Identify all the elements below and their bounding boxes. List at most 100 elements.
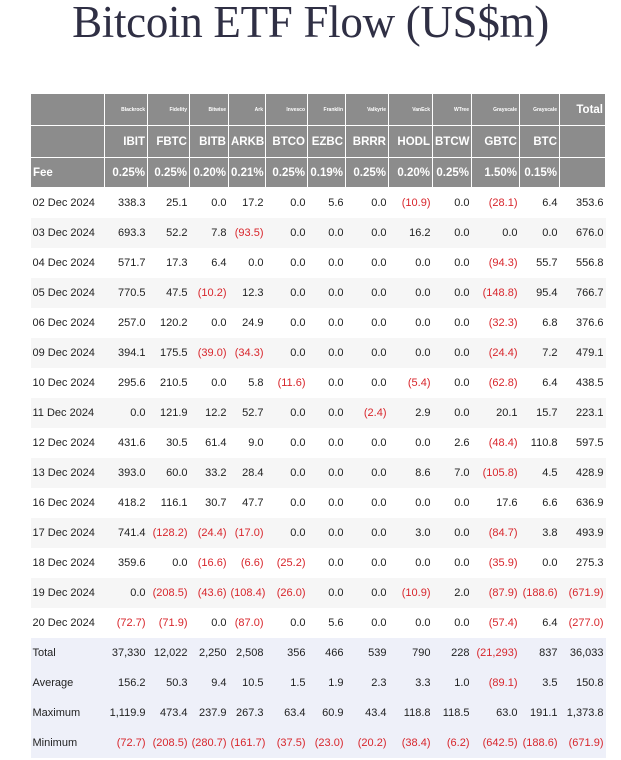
flow-cell: (39.0): [189, 338, 229, 368]
flow-cell: 0.0: [345, 428, 389, 458]
flow-cell: 0.0: [307, 488, 346, 518]
flow-cell: (94.3): [471, 248, 520, 278]
flow-cell: 0.0: [228, 248, 266, 278]
table-row: 05 Dec 2024 770.5 47.5 (10.2) 12.3 0.0 0.0 0.0 0…: [30, 278, 606, 308]
flow-cell: 175.5: [147, 338, 190, 368]
fee-total-blank: [559, 157, 606, 188]
provider-header: Franklin: [307, 93, 346, 126]
flow-cell: 6.4: [519, 608, 560, 638]
stat-cell: 1,119.9: [104, 698, 148, 728]
flow-cell: 30.7: [189, 488, 229, 518]
row-total-cell: 556.8: [559, 248, 606, 278]
stat-cell: (21,293): [471, 638, 520, 668]
flow-cell: 25.1: [147, 187, 190, 218]
flow-cell: 0.0: [345, 518, 389, 548]
flow-cell: 116.1: [147, 488, 190, 518]
stat-cell: 37,330: [104, 638, 148, 668]
ticker-header: EZBC: [307, 125, 346, 158]
flow-cell: 0.0: [471, 218, 520, 248]
flow-cell: 17.2: [228, 187, 266, 218]
flow-cell: 0.0: [265, 518, 308, 548]
fee-cell: 0.21%: [228, 157, 266, 188]
ticker-header: BTC: [519, 125, 560, 158]
fee-cell: 0.19%: [307, 157, 346, 188]
flow-cell: 33.2: [189, 458, 229, 488]
flow-cell: 0.0: [189, 187, 229, 218]
stat-row: Total 37,330 12,022 2,250 2,508 356 466 539 790 2…: [30, 638, 606, 668]
ticker-header: BTCW: [432, 125, 472, 158]
stat-cell: 539: [345, 638, 389, 668]
flow-cell: 0.0: [345, 187, 389, 218]
stat-cell: 228: [432, 638, 472, 668]
stat-cell: (72.7): [104, 728, 148, 758]
flow-cell: 0.0: [104, 398, 148, 428]
stat-cell: 9.4: [189, 668, 229, 698]
table-row: 06 Dec 2024 257.0 120.2 0.0 24.9 0.0 0.0 0.0 0.0…: [30, 308, 606, 338]
stat-cell: 356: [265, 638, 308, 668]
flow-cell: 17.6: [471, 488, 520, 518]
flow-cell: (87.9): [471, 578, 520, 608]
flow-cell: 0.0: [307, 458, 346, 488]
flow-cell: 0.0: [265, 338, 308, 368]
flow-cell: (43.6): [189, 578, 229, 608]
flow-cell: 12.2: [189, 398, 229, 428]
flow-cell: 0.0: [345, 368, 389, 398]
row-total-cell: (277.0): [559, 608, 606, 638]
flow-cell: (72.7): [104, 608, 148, 638]
flow-cell: 0.0: [432, 248, 472, 278]
row-total-cell: 676.0: [559, 218, 606, 248]
table-row: 02 Dec 2024 338.3 25.1 0.0 17.2 0.0 5.6 0.0 (10.…: [30, 187, 606, 218]
row-total-cell: 438.5: [559, 368, 606, 398]
stat-cell: (671.9): [559, 728, 606, 758]
table-row: 20 Dec 2024 (72.7) (71.9) 0.0 (87.0) 0.0 5.6 0.…: [30, 608, 606, 638]
flow-cell: 0.0: [388, 338, 433, 368]
ticker-header: BTCO: [265, 125, 308, 158]
flow-cell: 338.3: [104, 187, 148, 218]
flow-cell: (10.2): [189, 278, 229, 308]
row-total-cell: 766.7: [559, 278, 606, 308]
stat-cell: (188.6): [519, 728, 560, 758]
flow-cell: 0.0: [307, 248, 346, 278]
table-row: 19 Dec 2024 0.0 (208.5) (43.6) (108.4) (26.0)…: [30, 578, 606, 608]
flow-cell: 0.0: [345, 608, 389, 638]
flow-cell: (93.5): [228, 218, 266, 248]
flow-cell: 2.9: [388, 398, 433, 428]
flow-cell: 0.0: [265, 428, 308, 458]
flow-cell: 0.0: [147, 548, 190, 578]
stat-cell: 267.3: [228, 698, 266, 728]
fee-cell: 0.25%: [147, 157, 190, 188]
stat-cell: 1.9: [307, 668, 346, 698]
stat-cell: 237.9: [189, 698, 229, 728]
flow-cell: 2.6: [432, 428, 472, 458]
flow-cell: 0.0: [432, 398, 472, 428]
fee-cell: 1.50%: [471, 157, 520, 188]
table-row: 11 Dec 2024 0.0 121.9 12.2 52.7 0.0 0.0 (2.4) 2.…: [30, 398, 606, 428]
etf-flow-table: Blackrock Fidelity Bitwise Ark Invesco Frankl…: [30, 93, 606, 758]
flow-cell: 7.0: [432, 458, 472, 488]
row-total-cell: 223.1: [559, 398, 606, 428]
date-cell: 18 Dec 2024: [30, 548, 105, 578]
date-cell: 20 Dec 2024: [30, 608, 105, 638]
row-total-cell: 376.6: [559, 308, 606, 338]
stat-cell: 790: [388, 638, 433, 668]
provider-header: VanEck: [388, 93, 433, 126]
provider-header: Grayscale: [471, 93, 520, 126]
flow-cell: 0.0: [345, 548, 389, 578]
flow-cell: 52.2: [147, 218, 190, 248]
flow-cell: 28.4: [228, 458, 266, 488]
flow-cell: 0.0: [345, 338, 389, 368]
fee-cell: 0.25%: [265, 157, 308, 188]
flow-cell: (208.5): [147, 578, 190, 608]
flow-cell: (57.4): [471, 608, 520, 638]
stat-cell: (38.4): [388, 728, 433, 758]
stat-cell: 3.5: [519, 668, 560, 698]
stat-cell: 3.3: [388, 668, 433, 698]
flow-cell: 7.2: [519, 338, 560, 368]
flow-cell: 0.0: [307, 278, 346, 308]
row-total-cell: 275.3: [559, 548, 606, 578]
table-row: 16 Dec 2024 418.2 116.1 30.7 47.7 0.0 0.0 0.0 0.…: [30, 488, 606, 518]
flow-cell: 0.0: [307, 218, 346, 248]
flow-cell: (87.0): [228, 608, 266, 638]
row-total-cell: 479.1: [559, 338, 606, 368]
stat-cell: 63.0: [471, 698, 520, 728]
